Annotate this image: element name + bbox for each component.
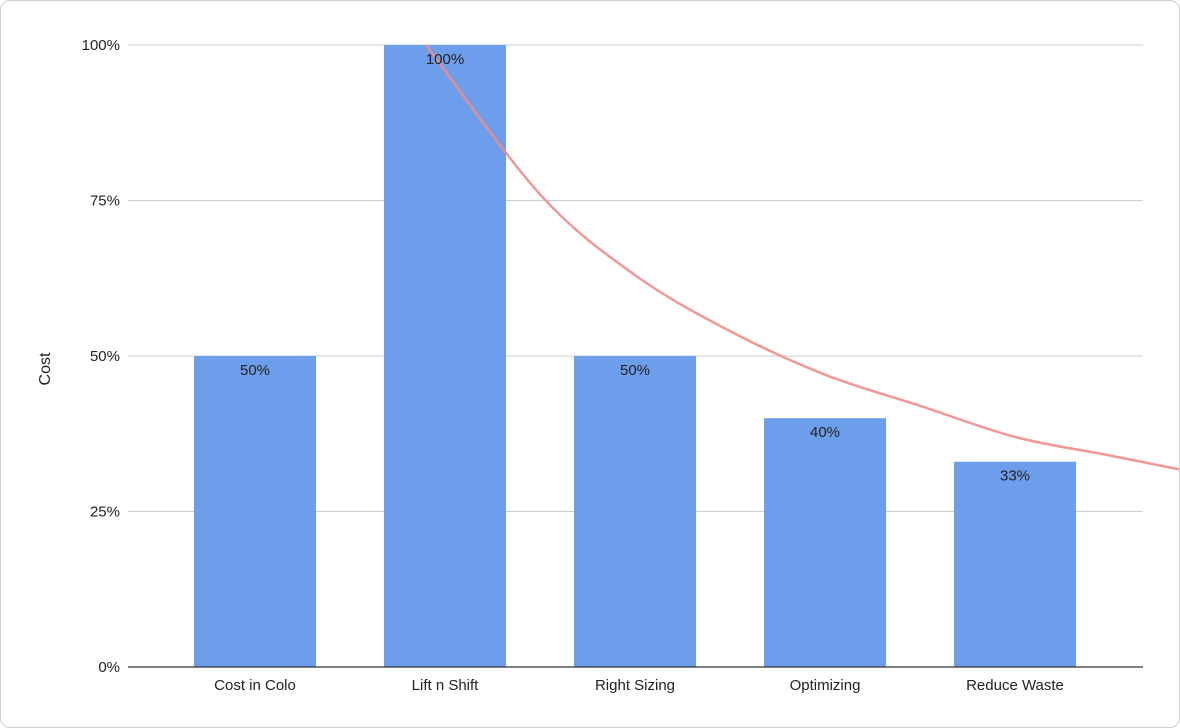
x-tick-label: Lift n Shift bbox=[412, 677, 480, 694]
data-label: 100% bbox=[426, 51, 464, 68]
bars bbox=[194, 45, 1076, 667]
x-tick-label: Cost in Colo bbox=[214, 677, 296, 694]
data-label: 50% bbox=[620, 362, 650, 379]
x-tick-label: Optimizing bbox=[790, 677, 861, 694]
data-labels: 50% 100% 50% 40% 33% bbox=[240, 51, 1030, 485]
trendline bbox=[425, 44, 1179, 471]
bar bbox=[764, 418, 886, 667]
y-tick-label: 25% bbox=[90, 504, 120, 521]
y-tick-label: 50% bbox=[90, 348, 120, 365]
data-label: 50% bbox=[240, 362, 270, 379]
bar bbox=[194, 356, 316, 667]
bar bbox=[954, 461, 1076, 667]
y-tick-label: 75% bbox=[90, 193, 120, 210]
y-axis-title: Cost bbox=[37, 352, 54, 385]
data-label: 33% bbox=[1000, 468, 1030, 485]
bar bbox=[574, 356, 696, 667]
x-tick-label: Right Sizing bbox=[595, 677, 675, 694]
data-label: 40% bbox=[810, 424, 840, 441]
y-tick-label: 0% bbox=[98, 659, 120, 676]
x-tick-label: Reduce Waste bbox=[966, 677, 1064, 694]
y-tick-label: 100% bbox=[82, 37, 120, 54]
bar bbox=[384, 45, 506, 667]
trendline-layer bbox=[425, 44, 1179, 471]
axes: 0% 25% 50% 75% 100% Cost in Colo Lift n Shift R… bbox=[82, 37, 1143, 694]
